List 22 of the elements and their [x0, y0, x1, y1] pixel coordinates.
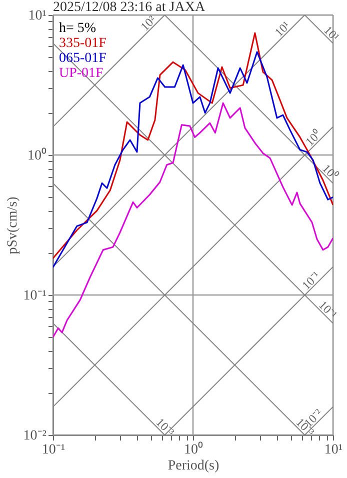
y-tick-label: 10⁻²	[23, 428, 46, 444]
x-axis-title: Period(s)	[168, 458, 220, 474]
chart-title: 2025/12/08 23:16 at JAXA	[53, 0, 206, 15]
annotation: 10⁰	[320, 161, 341, 183]
annotation: 10¹	[272, 18, 294, 40]
text: 335-01F	[59, 36, 107, 51]
y-axis-title: pSv(cm/s)	[5, 196, 20, 254]
annotation: 10⁻¹	[299, 268, 324, 292]
y-tick-label: 10⁰	[28, 148, 46, 164]
text: 065-01F	[59, 51, 107, 66]
x-tick-label: 10¹	[324, 442, 343, 458]
x-tick-label: 10⁰	[184, 442, 203, 458]
annotation: 10⁰	[302, 128, 324, 149]
annotation: 10⁻¹	[316, 298, 340, 322]
text: UP-01F	[59, 66, 104, 81]
y-tick-label: 10⁻¹	[23, 288, 46, 304]
annotation: 10²	[138, 12, 159, 34]
y-tick-label: 10¹	[28, 8, 46, 24]
annotation: h= 5%	[59, 21, 96, 36]
x-tick-label: 10⁻¹	[42, 442, 66, 458]
annotation: 10⁻³	[153, 415, 178, 440]
annotation: 10¹	[321, 22, 342, 44]
